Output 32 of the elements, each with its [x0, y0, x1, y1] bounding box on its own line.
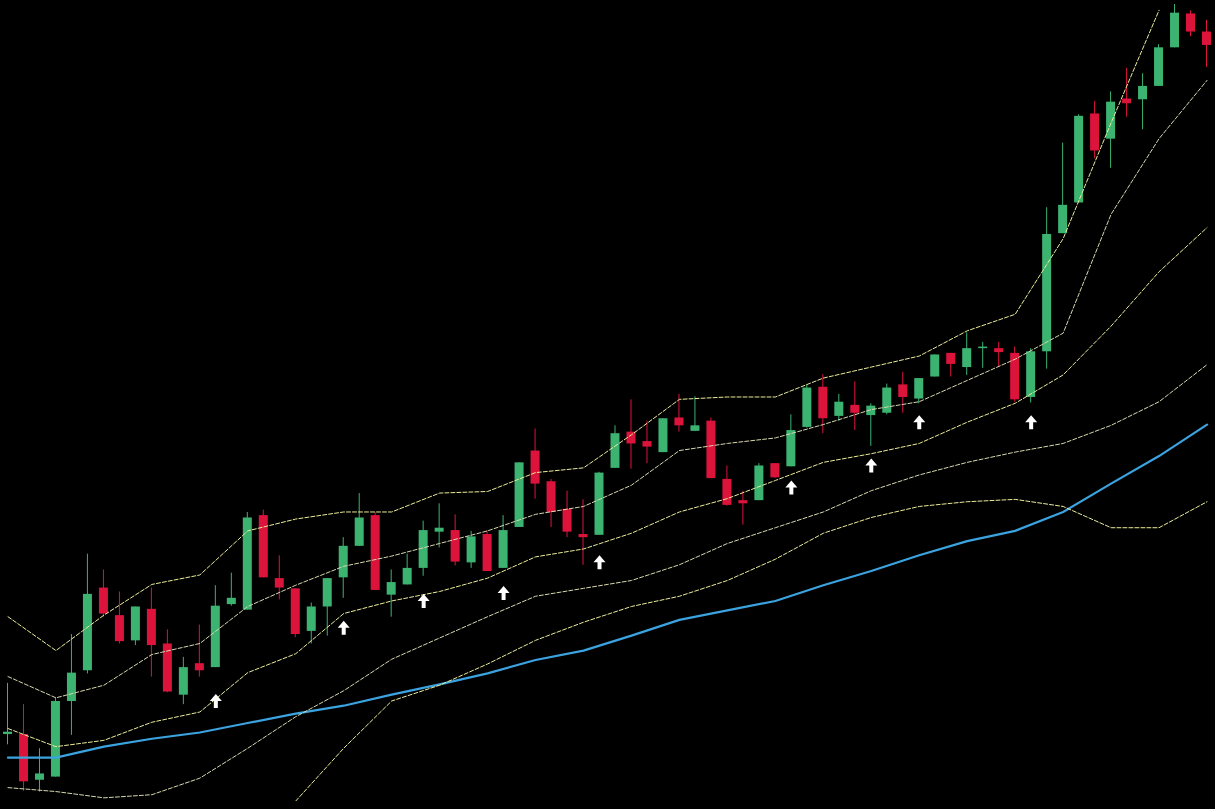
- point: [417, 593, 430, 608]
- point: [209, 693, 222, 708]
- candlestick: [1138, 72, 1148, 130]
- candlestick: [562, 490, 572, 538]
- point: [337, 620, 350, 635]
- candlestick: [386, 568, 396, 618]
- point: [593, 555, 606, 570]
- candlestick: [1186, 9, 1196, 37]
- point: [865, 458, 878, 473]
- point: [497, 586, 510, 601]
- candlestick: [898, 371, 908, 414]
- candlestick: [930, 353, 940, 378]
- point: [913, 415, 926, 430]
- candlestick: [642, 420, 652, 464]
- candlestick: [434, 502, 444, 548]
- candlestick: [274, 554, 284, 600]
- candlestick: [578, 498, 588, 566]
- candlestick: [914, 377, 924, 404]
- candlestick: [674, 393, 684, 433]
- candlestick: [402, 553, 412, 585]
- candlestick: [690, 395, 700, 432]
- candlestick: [834, 393, 844, 422]
- candlestick: [962, 331, 972, 376]
- point: [1025, 415, 1038, 430]
- candlestick: [850, 380, 860, 431]
- candlestick: [1202, 19, 1212, 68]
- candlestick: [994, 341, 1004, 368]
- candlestick: [194, 624, 204, 678]
- candlestick: [738, 490, 748, 526]
- candlestick: [226, 572, 236, 607]
- point: [785, 480, 798, 495]
- candlestick: [34, 747, 44, 793]
